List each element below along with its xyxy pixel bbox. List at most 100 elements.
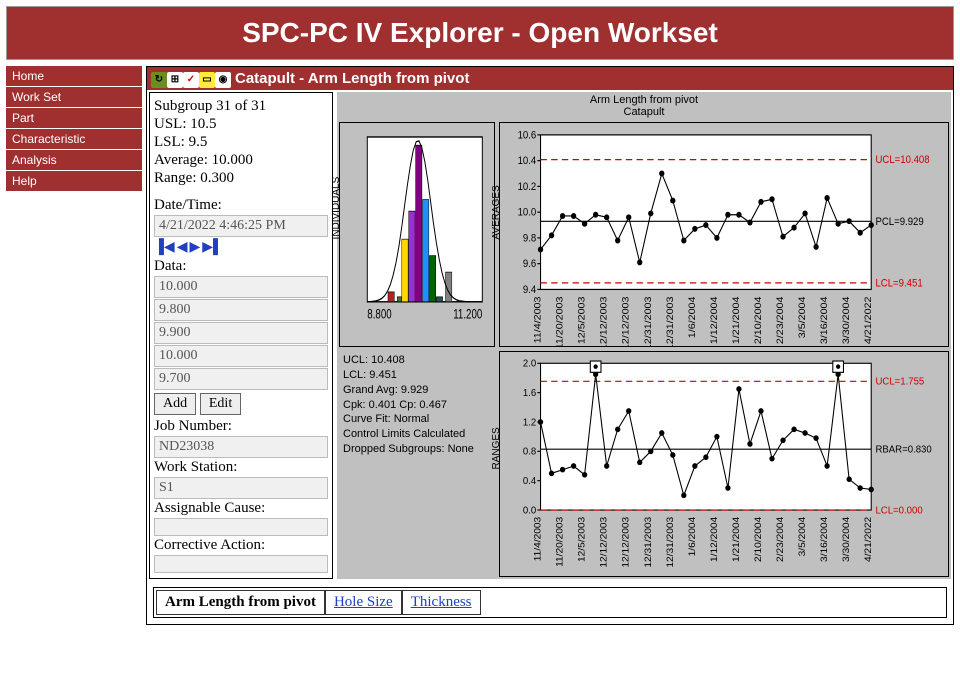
svg-text:12/31/2003: 12/31/2003 <box>643 296 653 346</box>
sidebar-item-home[interactable]: Home <box>6 66 142 87</box>
job-field[interactable]: ND23038 <box>154 436 328 458</box>
svg-text:1/6/2004: 1/6/2004 <box>687 516 698 556</box>
stat-line: Grand Avg: 9.929 <box>343 383 491 398</box>
svg-text:9.6: 9.6 <box>523 258 537 270</box>
sidebar-item-help[interactable]: Help <box>6 171 142 192</box>
svg-text:10.4: 10.4 <box>518 155 537 167</box>
stat-line: LCL: 9.451 <box>343 368 491 383</box>
toolbar-title: Catapult - Arm Length from pivot <box>235 70 469 87</box>
tab-hole-size[interactable]: Hole Size <box>325 590 402 615</box>
svg-text:1/6/2004: 1/6/2004 <box>687 296 697 338</box>
svg-text:2/23/2004: 2/23/2004 <box>775 516 786 562</box>
svg-text:12/12/2003: 12/12/2003 <box>621 296 631 346</box>
svg-text:12/31/2003: 12/31/2003 <box>665 296 675 346</box>
svg-text:2/23/2004: 2/23/2004 <box>775 296 785 344</box>
svg-text:RBAR=0.830: RBAR=0.830 <box>875 444 932 455</box>
svg-text:UCL=1.755: UCL=1.755 <box>875 376 924 387</box>
page-header: SPC-PC IV Explorer - Open Workset <box>6 6 954 60</box>
data-field-0[interactable]: 10.000 <box>154 276 328 298</box>
svg-text:2/10/2004: 2/10/2004 <box>753 296 763 344</box>
workstation-field[interactable]: S1 <box>154 477 328 499</box>
refresh-icon[interactable]: ↻ <box>151 72 167 88</box>
sidebar-item-work-set[interactable]: Work Set <box>6 87 142 108</box>
svg-text:12/31/2003: 12/31/2003 <box>665 516 676 567</box>
sidebar-item-analysis[interactable]: Analysis <box>6 150 142 171</box>
svg-text:4/21/2022: 4/21/2022 <box>863 517 874 562</box>
svg-text:3/30/2004: 3/30/2004 <box>842 296 852 344</box>
averages-chart: AVERAGES 9.49.69.810.010.210.410.6UCL=10… <box>499 122 949 348</box>
svg-text:10.6: 10.6 <box>518 130 537 142</box>
data-field-1[interactable]: 9.800 <box>154 299 328 321</box>
svg-text:UCL=10.408: UCL=10.408 <box>875 154 929 166</box>
prev-icon[interactable]: ◀ <box>177 239 188 256</box>
toolbar: ↻⊞✓▭◉ Catapult - Arm Length from pivot <box>147 67 953 90</box>
data-field-2[interactable]: 9.900 <box>154 322 328 344</box>
svg-text:3/16/2004: 3/16/2004 <box>819 516 830 562</box>
svg-text:11.200: 11.200 <box>453 305 482 321</box>
svg-text:8.800: 8.800 <box>367 305 392 321</box>
chart-title-1: Arm Length from pivot <box>337 94 951 106</box>
averages-axis-label: AVERAGES <box>491 185 502 239</box>
job-label: Job Number: <box>154 418 328 435</box>
svg-text:12/12/2003: 12/12/2003 <box>621 516 632 567</box>
stat-line: Curve Fit: Normal <box>343 412 491 427</box>
svg-text:11/20/2003: 11/20/2003 <box>555 516 566 567</box>
svg-text:4/21/2022: 4/21/2022 <box>864 296 874 344</box>
lsl-label: LSL: 9.5 <box>154 134 328 151</box>
svg-text:1/21/2004: 1/21/2004 <box>731 516 742 562</box>
sidebar-item-characteristic[interactable]: Characteristic <box>6 129 142 150</box>
svg-text:PCL=9.929: PCL=9.929 <box>875 216 924 228</box>
average-label: Average: 10.000 <box>154 152 328 169</box>
svg-text:12/12/2003: 12/12/2003 <box>599 516 610 567</box>
svg-text:12/5/2003: 12/5/2003 <box>577 516 588 562</box>
svg-text:LCL=9.451: LCL=9.451 <box>875 278 923 290</box>
characteristic-tabs: Arm Length from pivotHole SizeThickness <box>153 587 947 618</box>
sidebar-item-part[interactable]: Part <box>6 108 142 129</box>
chart-title: Arm Length from pivot Catapult <box>337 92 951 120</box>
data-field-4[interactable]: 9.700 <box>154 368 328 390</box>
svg-text:2/10/2004: 2/10/2004 <box>753 516 764 562</box>
stat-line: Dropped Subgroups: None <box>343 442 491 457</box>
next-icon[interactable]: ▶ <box>189 239 200 256</box>
add-button[interactable]: Add <box>154 393 196 415</box>
svg-text:0.8: 0.8 <box>523 446 537 457</box>
datetime-field[interactable]: 4/21/2022 4:46:25 PM <box>154 215 328 237</box>
cause-field[interactable] <box>154 518 328 536</box>
svg-text:3/5/2004: 3/5/2004 <box>798 296 808 338</box>
target-icon[interactable]: ⊞ <box>167 72 183 88</box>
main-panel: ↻⊞✓▭◉ Catapult - Arm Length from pivot S… <box>146 66 954 625</box>
action-field[interactable] <box>154 555 328 573</box>
histogram-chart: INDIVIDUALS 8.80011.200 <box>339 122 495 348</box>
tab-thickness[interactable]: Thickness <box>402 590 481 615</box>
last-icon[interactable]: ▶▌ <box>202 239 223 256</box>
svg-text:3/16/2004: 3/16/2004 <box>820 296 830 344</box>
svg-text:1/12/2004: 1/12/2004 <box>709 516 720 562</box>
svg-text:10.2: 10.2 <box>518 181 537 193</box>
check-icon[interactable]: ✓ <box>183 72 199 88</box>
svg-text:11/4/2003: 11/4/2003 <box>533 296 543 343</box>
svg-text:1.6: 1.6 <box>523 388 537 399</box>
svg-text:12/31/2003: 12/31/2003 <box>643 516 654 567</box>
first-icon[interactable]: ▐◀ <box>154 239 175 256</box>
subgroup-label: Subgroup 31 of 31 <box>154 98 328 115</box>
svg-text:9.4: 9.4 <box>523 284 537 296</box>
svg-text:3/30/2004: 3/30/2004 <box>841 516 852 562</box>
stat-line: UCL: 10.408 <box>343 353 491 368</box>
data-field-3[interactable]: 10.000 <box>154 345 328 367</box>
usl-label: USL: 10.5 <box>154 116 328 133</box>
edit-button[interactable]: Edit <box>200 393 241 415</box>
svg-text:1.2: 1.2 <box>523 417 536 428</box>
palette-icon[interactable]: ◉ <box>215 72 231 88</box>
stat-line: Control Limits Calculated <box>343 427 491 442</box>
ranges-chart: RANGES 0.00.40.81.21.62.0UCL=1.755LCL=0.… <box>499 351 949 577</box>
svg-text:12/5/2003: 12/5/2003 <box>577 296 587 344</box>
svg-text:0.4: 0.4 <box>523 476 537 487</box>
datetime-label: Date/Time: <box>154 197 328 214</box>
chart-title-2: Catapult <box>337 106 951 118</box>
cause-label: Assignable Cause: <box>154 500 328 517</box>
note-icon[interactable]: ▭ <box>199 72 215 88</box>
tab-arm-length-from-pivot[interactable]: Arm Length from pivot <box>156 590 325 615</box>
svg-text:1/21/2004: 1/21/2004 <box>731 296 741 344</box>
svg-text:3/5/2004: 3/5/2004 <box>797 516 808 556</box>
sidebar: HomeWork SetPartCharacteristicAnalysisHe… <box>6 66 142 625</box>
